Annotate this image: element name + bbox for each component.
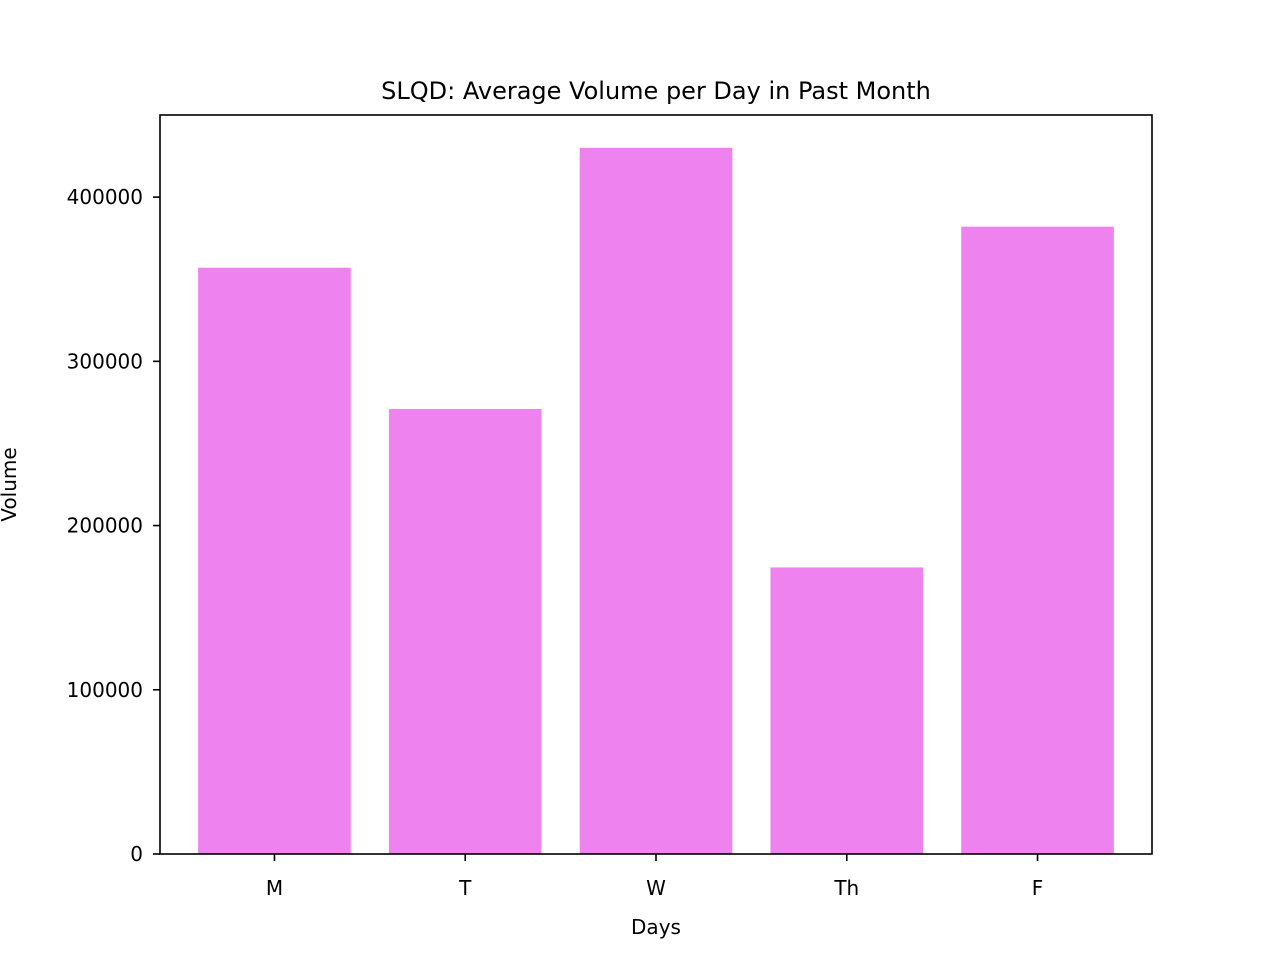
- x-tick-label: W: [646, 876, 666, 900]
- bar-th: [770, 567, 924, 854]
- y-tick-label: 0: [130, 842, 143, 866]
- plot-frame: [159, 114, 1153, 855]
- bar-m: [198, 267, 351, 854]
- y-axis: 0 100000 200000 300000 400000: [67, 185, 160, 866]
- chart-title: SLQD: Average Volume per Day in Past Mon…: [381, 77, 931, 105]
- y-tick-label: 400000: [67, 185, 143, 209]
- y-axis-label: Volume: [0, 447, 21, 521]
- x-tick-label: T: [458, 876, 472, 900]
- x-tick-label: M: [266, 876, 283, 900]
- x-axis-label: Days: [631, 915, 681, 939]
- bars-layer: [198, 147, 1114, 854]
- x-axis: M T W Th F: [266, 854, 1043, 900]
- bar-w: [579, 147, 733, 854]
- x-tick-label: F: [1032, 876, 1044, 900]
- y-tick-label: 100000: [67, 678, 143, 702]
- y-tick-label: 200000: [67, 514, 143, 538]
- y-tick-label: 300000: [67, 349, 143, 373]
- bar-f: [961, 226, 1114, 854]
- x-tick-label: Th: [833, 876, 859, 900]
- bar-t: [388, 408, 542, 854]
